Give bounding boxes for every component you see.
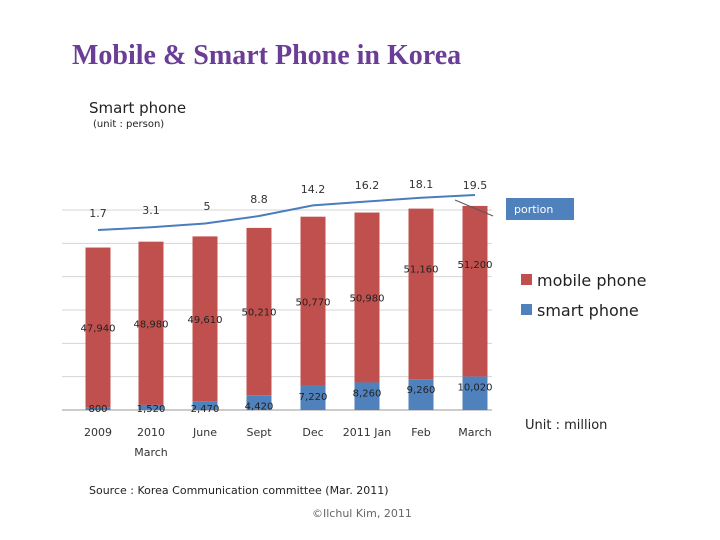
label-mobile-4: 50,770 bbox=[296, 297, 331, 308]
label-smart-3: 4,420 bbox=[245, 401, 274, 412]
bar-smart-2 bbox=[192, 401, 218, 410]
callout-leader bbox=[454, 199, 494, 217]
bar-mobile-4 bbox=[300, 216, 326, 386]
x-tick-label-6: Feb bbox=[411, 426, 430, 439]
label-mobile-7: 51,200 bbox=[458, 260, 493, 271]
callout-label: portion bbox=[514, 203, 553, 216]
x-tick-label-3: Sept bbox=[246, 426, 272, 439]
label-mobile-5: 50,980 bbox=[350, 294, 385, 305]
unit-person-label: (unit : person) bbox=[93, 119, 165, 130]
portion-label-0: 1.7 bbox=[89, 207, 107, 220]
bar-mobile-7 bbox=[462, 205, 488, 377]
portion-label-4: 14.2 bbox=[301, 183, 326, 196]
label-mobile-6: 51,160 bbox=[404, 265, 439, 276]
label-smart-4: 7,220 bbox=[299, 392, 328, 403]
x-tick-label-2: June bbox=[192, 426, 217, 439]
source-note: Source : Korea Communication committee (… bbox=[89, 484, 389, 497]
bar-smart-4 bbox=[300, 385, 326, 410]
x-tick-label-7: March bbox=[458, 426, 492, 439]
x-tick-sublabel: March bbox=[134, 446, 168, 459]
label-mobile-0: 47,940 bbox=[81, 323, 116, 334]
portion-label-6: 18.1 bbox=[409, 178, 434, 191]
bar-mobile-6 bbox=[408, 208, 434, 380]
portion-label-3: 8.8 bbox=[250, 193, 268, 206]
bar-smart-3 bbox=[246, 395, 272, 410]
label-smart-6: 9,260 bbox=[407, 385, 436, 396]
label-smart-2: 2,470 bbox=[191, 404, 220, 415]
x-tick-label-4: Dec bbox=[302, 426, 323, 439]
bar-smart-6 bbox=[408, 379, 434, 410]
portion-line bbox=[97, 194, 476, 231]
unit-million-label: Unit : million bbox=[525, 418, 608, 433]
chart-subtitle: Smart phone bbox=[89, 99, 187, 117]
bar-mobile-3 bbox=[246, 227, 272, 396]
label-smart-0: 800 bbox=[88, 404, 107, 415]
bar-mobile-1 bbox=[138, 241, 164, 405]
legend-label-smart: smart phone bbox=[537, 301, 639, 320]
chart-title: Mobile & Smart Phone in Korea bbox=[72, 40, 462, 71]
label-smart-1: 1,520 bbox=[137, 404, 166, 415]
bar-smart-0 bbox=[85, 407, 111, 410]
portion-label-7: 19.5 bbox=[463, 179, 488, 192]
legend-label-mobile: mobile phone bbox=[537, 271, 646, 290]
portion-label-1: 3.1 bbox=[142, 204, 160, 217]
bar-mobile-0 bbox=[85, 247, 111, 408]
legend-swatch-mobile bbox=[521, 274, 532, 285]
x-tick-label-0: 2009 bbox=[84, 426, 112, 439]
label-smart-7: 10,020 bbox=[458, 383, 493, 394]
bar-smart-5 bbox=[354, 382, 380, 410]
bar-mobile-5 bbox=[354, 212, 380, 383]
bar-smart-1 bbox=[138, 404, 164, 410]
bar-mobile-2 bbox=[192, 236, 218, 402]
callout-box bbox=[506, 198, 574, 220]
legend-swatch-smart bbox=[521, 304, 532, 315]
label-mobile-1: 48,980 bbox=[134, 319, 169, 330]
label-mobile-3: 50,210 bbox=[242, 308, 277, 319]
portion-label-5: 16.2 bbox=[355, 179, 380, 192]
label-mobile-2: 49,610 bbox=[188, 315, 223, 326]
x-tick-label-1: 2010 bbox=[137, 426, 165, 439]
x-tick-label-5: 2011 Jan bbox=[343, 426, 391, 439]
copyright-note: ©Ilchul Kim, 2011 bbox=[312, 507, 412, 520]
portion-label-2: 5 bbox=[204, 200, 211, 213]
bar-smart-7 bbox=[462, 376, 488, 410]
label-smart-5: 8,260 bbox=[353, 388, 382, 399]
